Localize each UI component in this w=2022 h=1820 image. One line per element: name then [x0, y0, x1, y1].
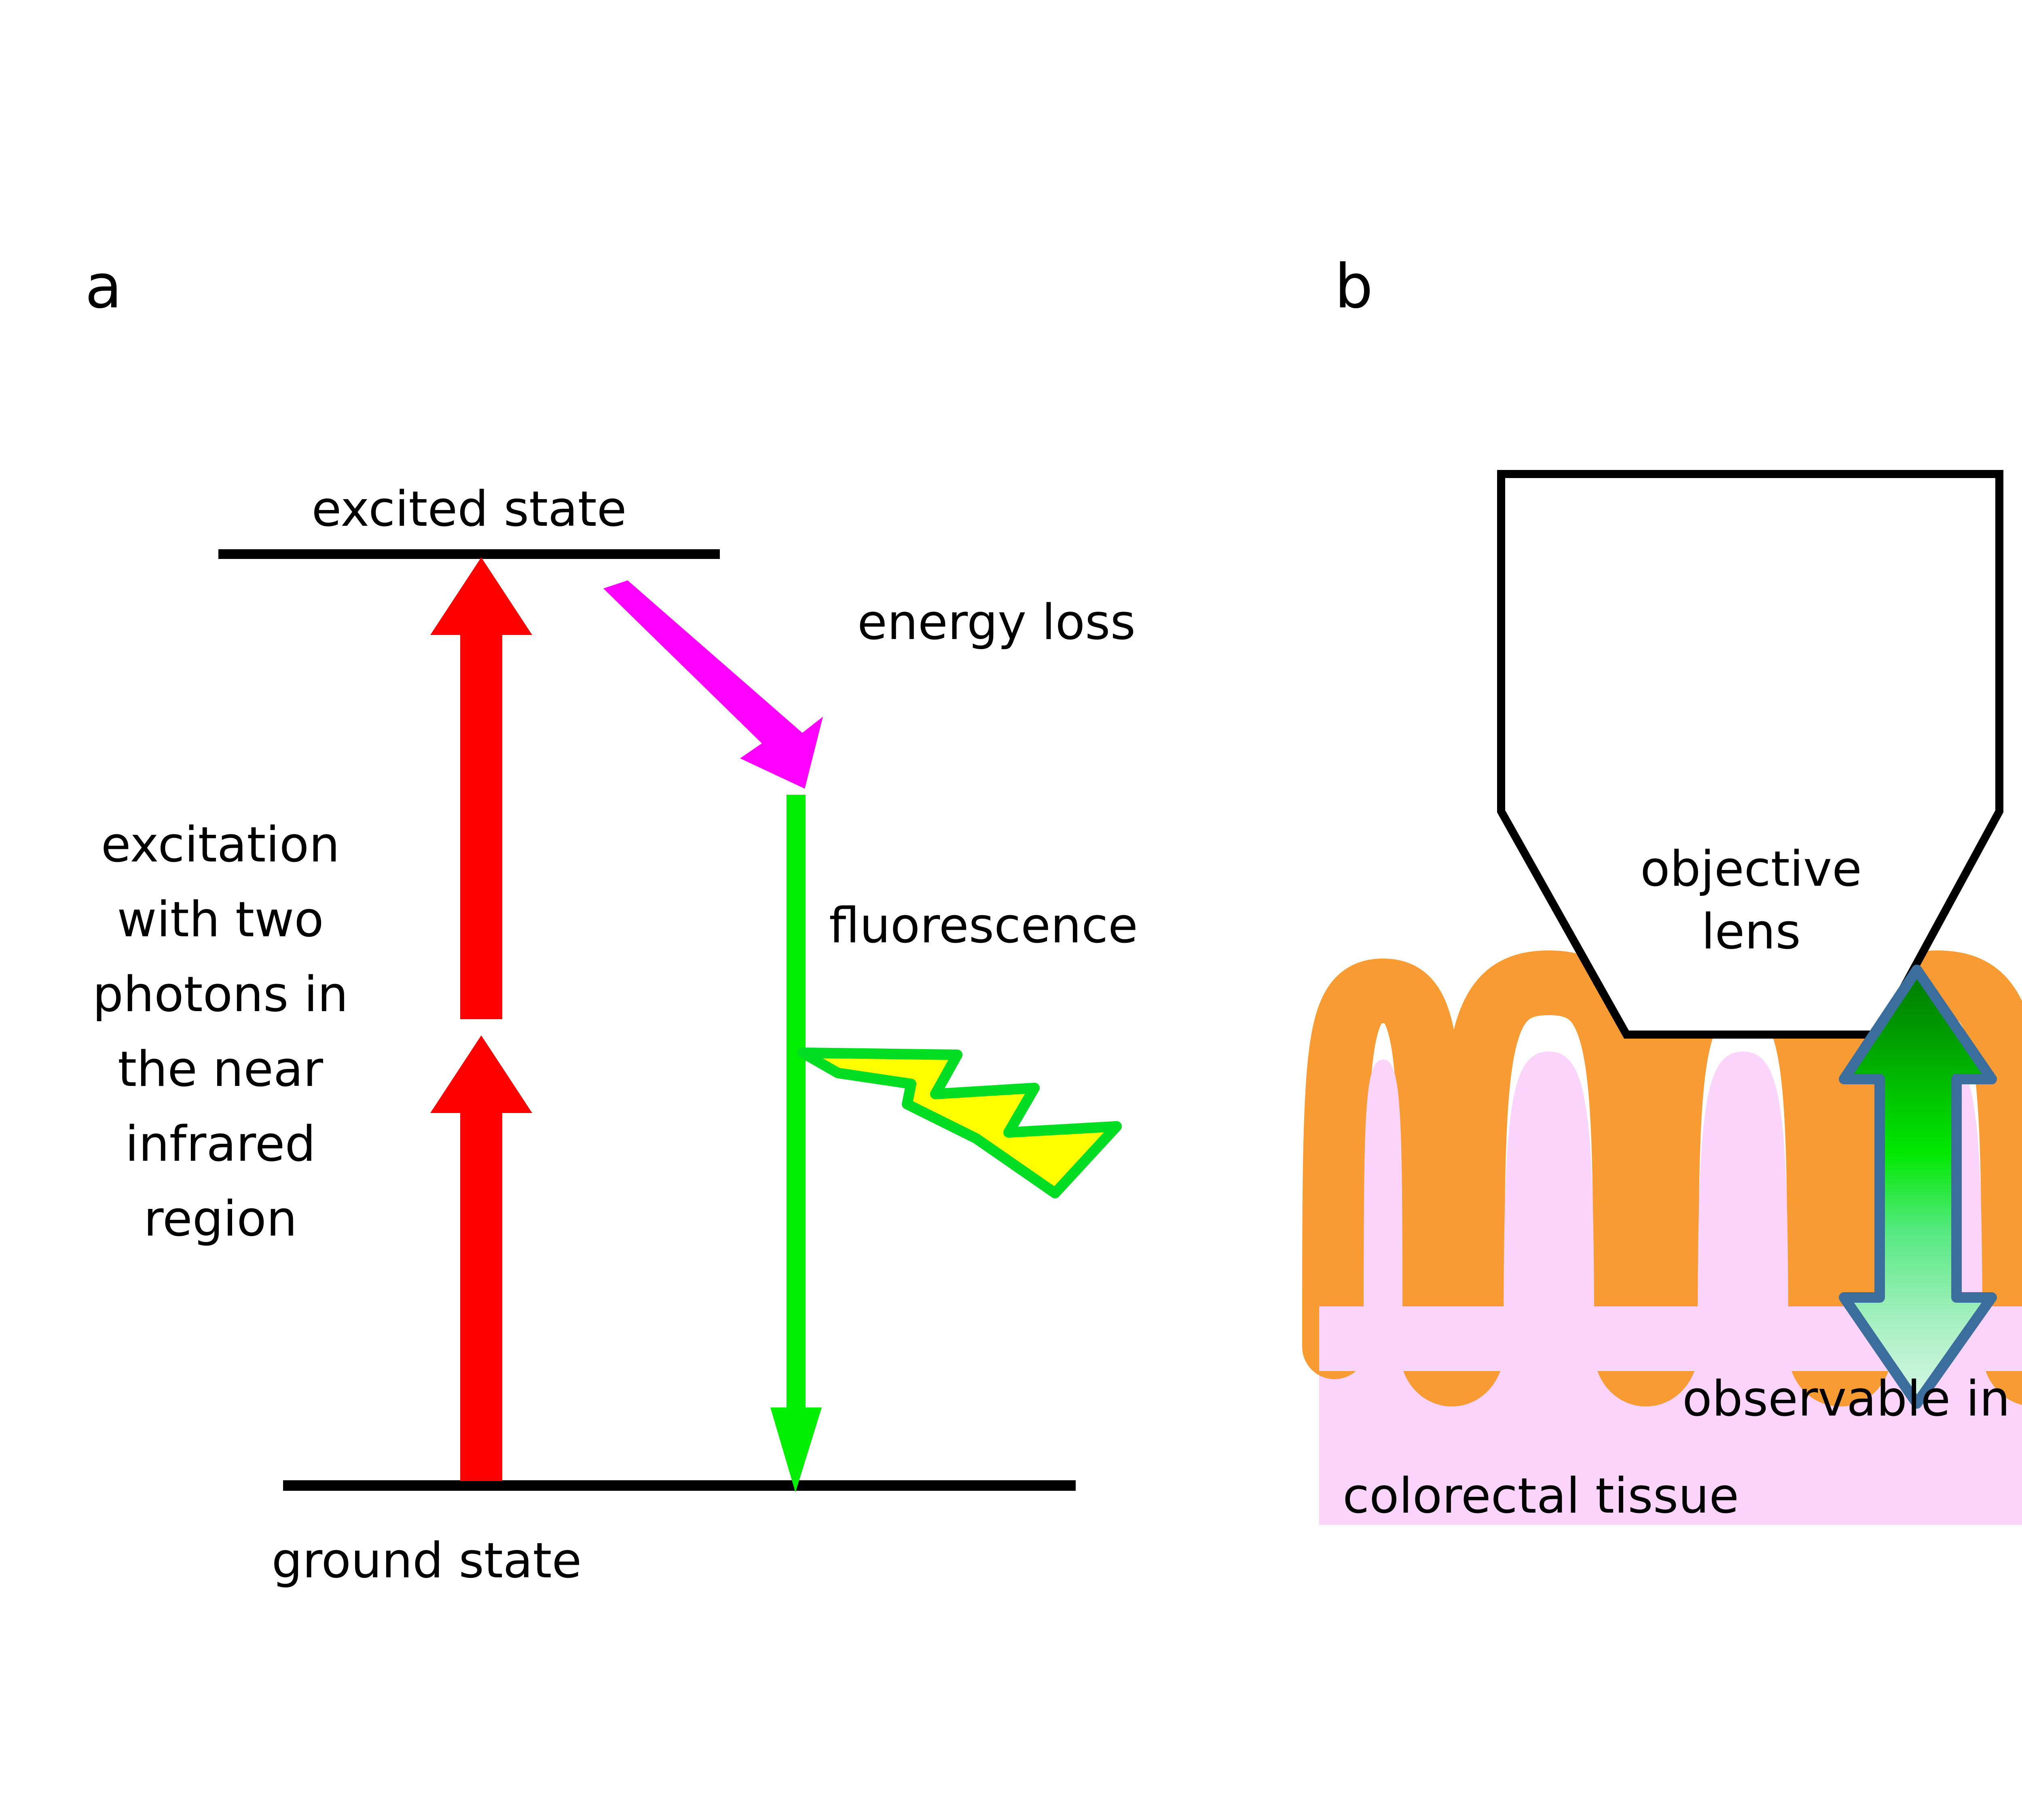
- villus-core-3: [1698, 1052, 1788, 1347]
- excited-state-level-line: [218, 549, 720, 559]
- villus-core-2: [1504, 1052, 1594, 1347]
- excitation-description: excitation with two photons in the near …: [93, 817, 348, 1247]
- excited-state-label: excited state: [311, 481, 626, 538]
- panel-b: b objective lens: [1302, 252, 2022, 1525]
- panel-b-letter: b: [1335, 252, 1373, 322]
- energy-loss-arrow: [603, 580, 823, 789]
- ground-state-label: ground state: [272, 1533, 582, 1589]
- depth-double-arrow: [1839, 965, 1997, 1409]
- fluorescence-label: fluorescence: [829, 898, 1138, 954]
- colorectal-tissue-label: colorectal tissue: [1343, 1468, 1739, 1524]
- objective-lens-label-line-1: lens: [1701, 904, 1801, 960]
- villus-core-1: [1364, 1060, 1402, 1347]
- excitation-description-line-1: with two: [117, 892, 324, 948]
- excitation-photon-1-arrow: [430, 557, 532, 1019]
- lightning-bolt-icon: [797, 1048, 1122, 1198]
- excitation-description-line-5: region: [144, 1191, 297, 1247]
- excitation-description-line-4: infrared: [125, 1116, 315, 1172]
- panel-a: a excited state ground state energy loss…: [85, 252, 1138, 1589]
- excitation-photon-2-arrow: [430, 1035, 532, 1481]
- excitation-description-line-0: excitation: [101, 817, 340, 873]
- objective-lens-label-line-0: objective: [1640, 841, 1862, 897]
- fluorescence-arrow: [770, 795, 822, 1492]
- objective-lens: objective lens: [1497, 470, 2003, 1039]
- excitation-description-line-2: photons in: [93, 967, 348, 1023]
- energy-loss-label: energy loss: [857, 595, 1136, 651]
- ground-state-level-line: [283, 1480, 1076, 1491]
- panel-a-letter: a: [85, 252, 122, 322]
- observable-depth-label: observable in deep area: [1682, 1371, 2022, 1427]
- excitation-description-line-3: the near: [118, 1041, 323, 1098]
